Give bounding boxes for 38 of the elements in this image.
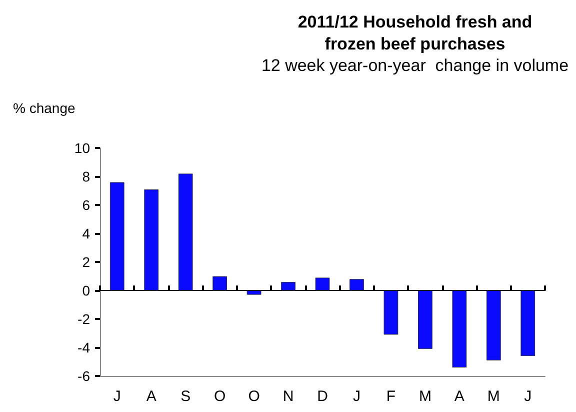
y-tick-label: 2 [82, 254, 90, 270]
y-tick-label: 0 [82, 282, 90, 298]
bar [384, 290, 398, 335]
x-tick-label: J [352, 388, 360, 405]
y-tick-label: 8 [82, 168, 90, 184]
bar [110, 182, 124, 290]
bar [212, 276, 227, 290]
chart-subtitle: 12 week year-on-year change in volume [261, 56, 569, 75]
x-tick-label: O [214, 388, 226, 405]
x-tick-label: S [180, 388, 191, 405]
x-tick-label: N [282, 388, 294, 405]
x-tick-label: O [248, 388, 260, 405]
chart-title: 2011/12 Household fresh and frozen beef purchases [298, 12, 532, 54]
x-tick-label: J [524, 388, 532, 405]
bar [486, 290, 501, 360]
x-tick-label: D [317, 388, 328, 405]
y-tick-label: 6 [82, 197, 90, 213]
bar [452, 290, 467, 368]
bar [281, 282, 296, 290]
x-tick-label: J [113, 388, 121, 405]
bar [520, 290, 536, 356]
y-tick-label: 10 [74, 140, 90, 156]
x-tick-label: M [487, 388, 500, 405]
bar [144, 189, 159, 290]
y-tick-label: -4 [78, 340, 90, 356]
bar [315, 278, 330, 290]
y-tick-label: -6 [78, 368, 90, 384]
x-tick-label: A [146, 388, 156, 405]
x-tick-label: F [386, 388, 396, 405]
bar [246, 290, 262, 295]
y-tick-label: -2 [78, 311, 90, 327]
bar [178, 174, 193, 290]
x-tick-label: M [418, 388, 432, 405]
bar [350, 279, 364, 290]
bar [418, 290, 432, 349]
y-tick-label: 4 [82, 226, 90, 242]
x-tick-label: A [454, 388, 464, 405]
y-axis-title: % change [13, 100, 76, 116]
